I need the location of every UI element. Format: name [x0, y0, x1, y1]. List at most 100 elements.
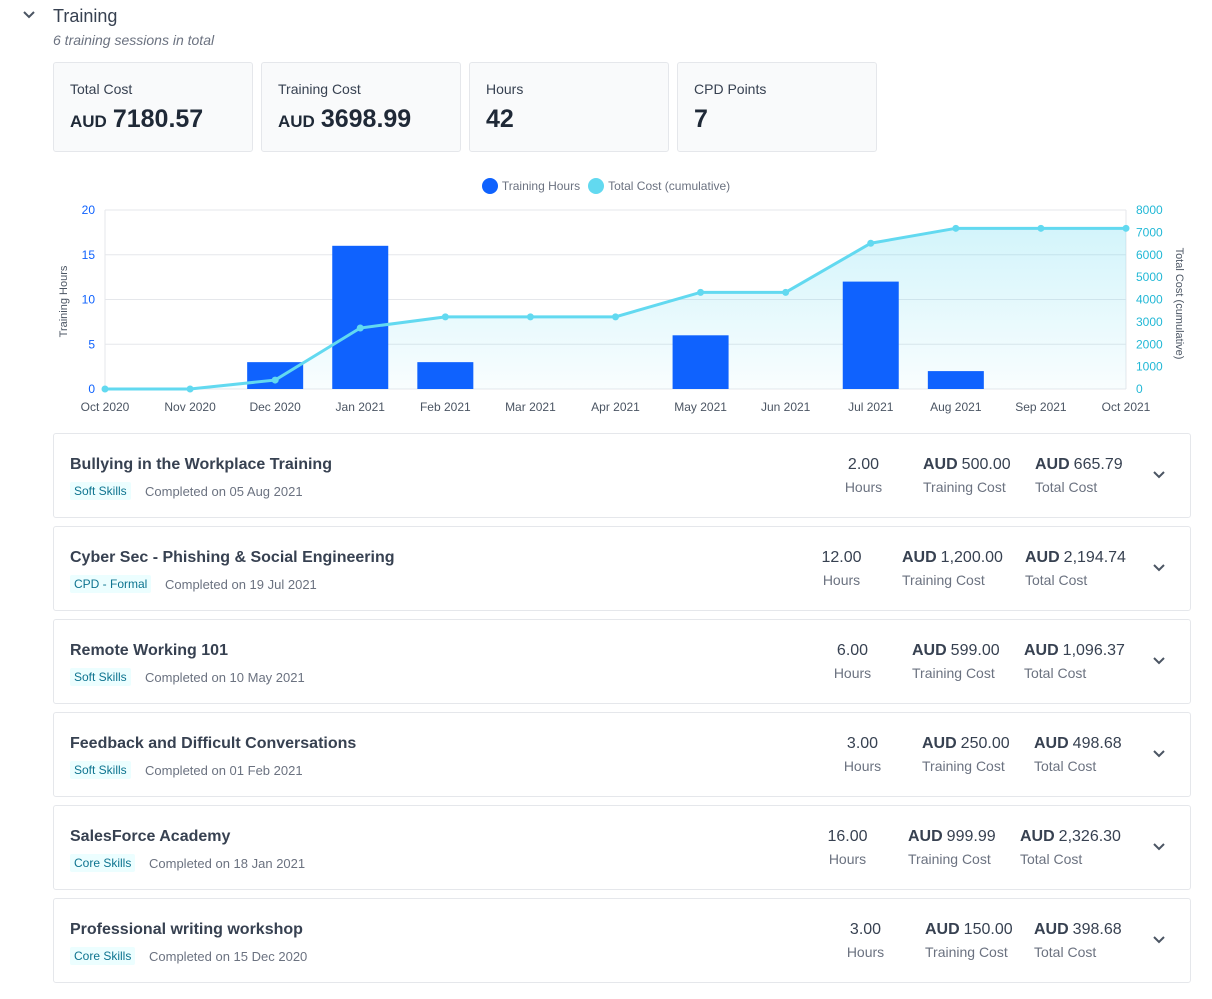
y2-tick-label: 5000 — [1136, 270, 1163, 284]
x-tick-label: Jul 2021 — [848, 400, 894, 414]
y2-tick-label: 8000 — [1136, 203, 1163, 217]
total-cost-label: Total Cost — [1024, 665, 1087, 681]
session-tag: Core Skills — [70, 854, 136, 872]
training-cost-label: Training Cost — [912, 665, 995, 681]
x-tick-label: Oct 2020 — [81, 400, 130, 414]
total-cost-value: 2,194.74 — [1063, 549, 1126, 566]
session-tag: CPD - Formal — [70, 575, 152, 593]
session-tag: Soft Skills — [70, 761, 131, 779]
total-cost-label: Total Cost — [1034, 944, 1097, 960]
legend-label: Total Cost (cumulative) — [608, 179, 731, 193]
currency: AUD — [902, 549, 937, 566]
currency: AUD — [908, 828, 943, 845]
training-cost-value: 250.00 — [960, 735, 1010, 752]
legend-swatch — [481, 178, 498, 194]
legend-item-total-cost[interactable]: Total Cost (cumulative) — [588, 178, 730, 194]
cost-point — [186, 385, 194, 393]
session-training-cost: AUD 599.00 Training Cost — [912, 642, 1000, 681]
session-date: Completed on 10 May 2021 — [145, 670, 305, 685]
total-cost-label: Total Cost — [1025, 572, 1088, 588]
x-tick-label: Aug 2021 — [930, 400, 982, 414]
hours-label: Hours — [843, 758, 882, 774]
x-tick-label: Jun 2021 — [761, 400, 811, 414]
y2-axis-title: Total Cost (cumulative) — [1173, 248, 1185, 360]
currency: AUD — [1034, 735, 1069, 752]
hours-value: 12.00 — [821, 549, 862, 566]
total-cost-value: 2,326.30 — [1058, 828, 1121, 845]
currency: AUD — [1025, 549, 1060, 566]
session-hours: 6.00 Hours — [803, 642, 902, 681]
bar-training-hours — [247, 362, 304, 389]
cost-point — [612, 313, 619, 321]
session-total-cost: AUD 398.68 Total Cost — [1034, 921, 1122, 960]
stat-label: Total Cost — [70, 81, 133, 97]
chevron-down-icon[interactable] — [1150, 466, 1168, 484]
hours-value: 3.00 — [846, 735, 879, 752]
session-tag: Soft Skills — [70, 668, 131, 686]
total-cost-value: 498.68 — [1072, 735, 1122, 752]
session-row[interactable]: Feedback and Difficult Conversations Sof… — [53, 712, 1191, 797]
chevron-down-icon[interactable] — [1150, 931, 1168, 949]
chevron-down-icon[interactable] — [1150, 652, 1168, 670]
session-training-cost: AUD 1,200.00 Training Cost — [902, 549, 1003, 588]
x-tick-label: Jan 2021 — [336, 400, 386, 414]
session-title: Feedback and Difficult Conversations — [70, 735, 357, 752]
hours-value: 2.00 — [847, 456, 880, 473]
cost-point — [271, 376, 279, 384]
stat-card-cpd-points: CPD Points 7 — [677, 62, 877, 152]
y2-tick-label: 1000 — [1136, 360, 1163, 374]
currency: AUD — [922, 735, 957, 752]
cost-point — [356, 324, 364, 332]
session-title: Professional writing workshop — [70, 921, 303, 938]
section-toggle[interactable] — [20, 6, 38, 24]
session-row[interactable]: Bullying in the Workplace Training Soft … — [53, 433, 1191, 518]
bar-training-hours — [332, 245, 389, 389]
chevron-down-icon[interactable] — [1150, 745, 1168, 763]
session-total-cost: AUD 665.79 Total Cost — [1035, 456, 1123, 495]
stat-value: AUD 3698.99 — [278, 105, 411, 134]
session-hours: 3.00 Hours — [813, 735, 912, 774]
legend-item-training-hours[interactable]: Training Hours — [481, 178, 580, 194]
session-hours: 3.00 Hours — [816, 921, 915, 960]
currency: AUD — [912, 642, 947, 659]
y2-tick-label: 3000 — [1136, 315, 1163, 329]
x-tick-label: Feb 2021 — [420, 400, 471, 414]
session-row[interactable]: Professional writing workshop Core Skill… — [53, 898, 1191, 983]
stat-value: AUD 7180.57 — [70, 105, 203, 134]
total-cost-label: Total Cost — [1034, 758, 1097, 774]
training-cost-label: Training Cost — [925, 944, 1008, 960]
y-tick-label: 5 — [88, 337, 95, 351]
session-date: Completed on 18 Jan 2021 — [149, 856, 306, 871]
x-tick-label: May 2021 — [674, 400, 727, 414]
x-tick-label: Oct 2021 — [1102, 400, 1151, 414]
y-tick-label: 10 — [82, 293, 96, 307]
y2-tick-label: 4000 — [1136, 293, 1163, 307]
session-row[interactable]: Remote Working 101 Soft Skills Completed… — [53, 619, 1191, 704]
training-cost-value: 500.00 — [961, 456, 1011, 473]
training-cost-value: 1,200.00 — [940, 549, 1003, 566]
hours-label: Hours — [822, 572, 861, 588]
chevron-down-icon[interactable] — [1150, 559, 1168, 577]
currency: AUD — [1034, 921, 1069, 938]
x-tick-label: Mar 2021 — [505, 400, 556, 414]
session-training-cost: AUD 999.99 Training Cost — [908, 828, 996, 867]
hours-value: 6.00 — [836, 642, 869, 659]
training-cost-value: 599.00 — [950, 642, 1000, 659]
y2-tick-label: 0 — [1136, 382, 1143, 396]
session-row[interactable]: SalesForce Academy Core Skills Completed… — [53, 805, 1191, 890]
stat-currency: AUD — [278, 112, 315, 131]
cost-point — [441, 313, 449, 321]
session-title: Bullying in the Workplace Training — [70, 456, 332, 473]
x-tick-label: Apr 2021 — [591, 400, 640, 414]
stat-label: Training Cost — [278, 81, 361, 97]
stat-card-hours: Hours 42 — [469, 62, 669, 152]
y2-tick-label: 6000 — [1136, 248, 1163, 262]
section-subtitle: 6 training sessions in total — [53, 32, 215, 48]
training-cost-label: Training Cost — [902, 572, 985, 588]
session-row[interactable]: Cyber Sec - Phishing & Social Engineerin… — [53, 526, 1191, 611]
chevron-down-icon[interactable] — [1150, 838, 1168, 856]
currency: AUD — [925, 921, 960, 938]
stat-number: 42 — [486, 105, 514, 133]
session-date: Completed on 19 Jul 2021 — [165, 577, 317, 592]
stat-currency: AUD — [70, 112, 107, 131]
